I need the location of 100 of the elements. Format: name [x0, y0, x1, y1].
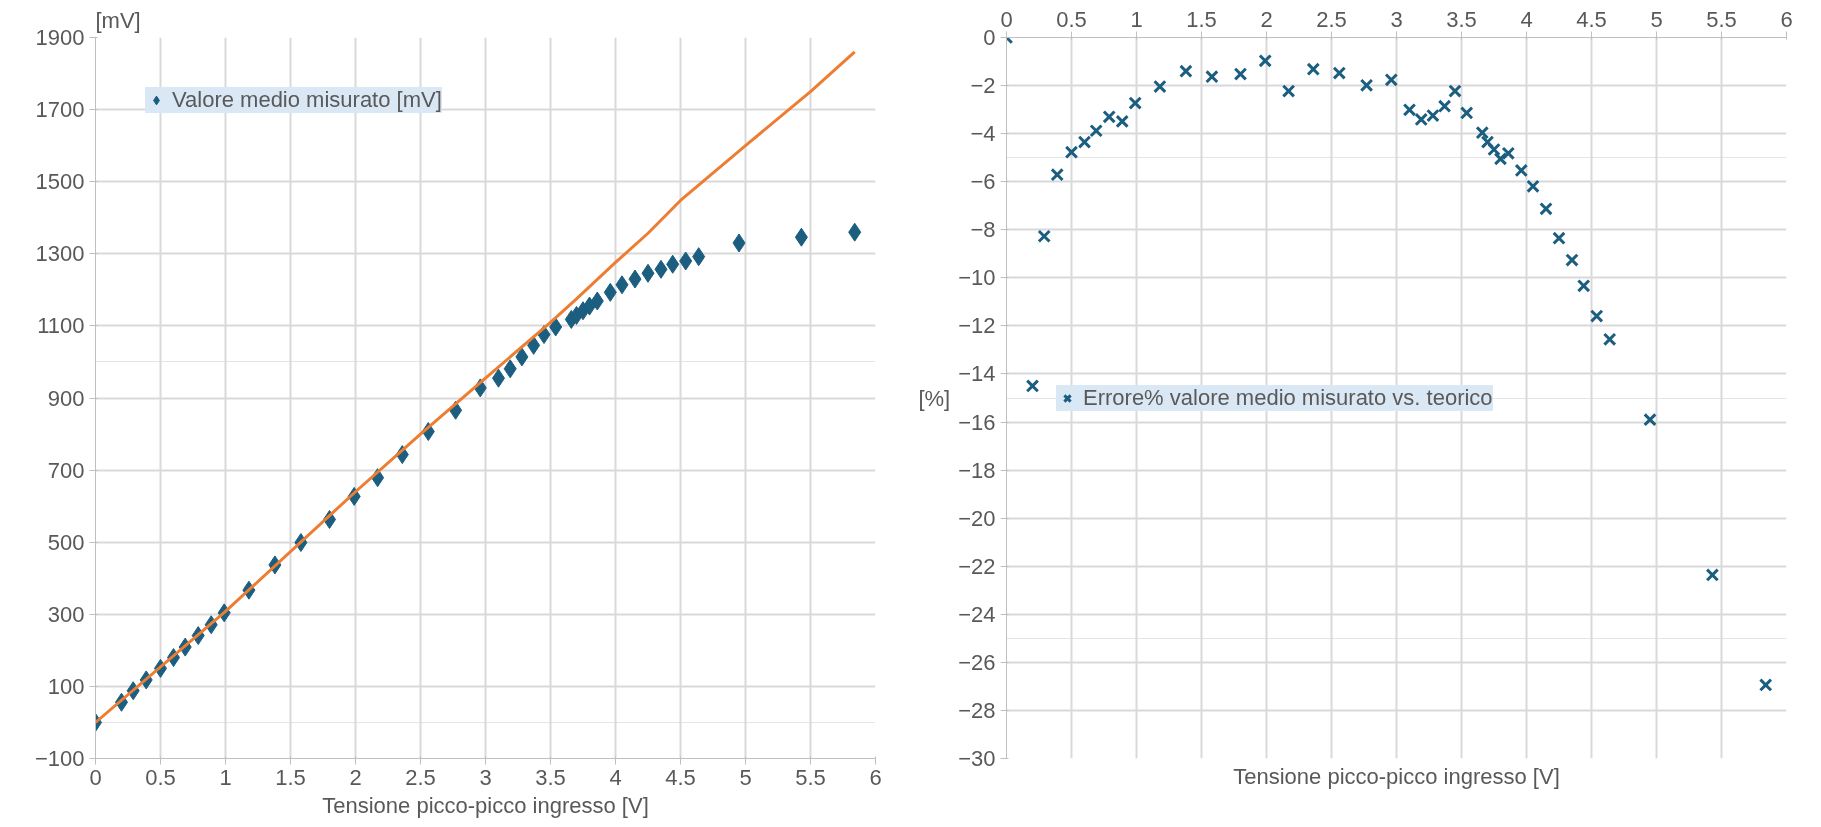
- y-tick-label: 1500: [35, 169, 85, 195]
- point: [1153, 79, 1167, 94]
- y-tick-label: 1300: [35, 241, 85, 267]
- y-tick-label: −100: [34, 746, 85, 771]
- x-tick-label: 1.5: [275, 764, 306, 790]
- point: [1475, 125, 1490, 140]
- x-tick-label: 4: [609, 764, 622, 790]
- y-tick-label: 300: [47, 601, 85, 627]
- x-tick-label: 0.5: [1056, 6, 1087, 32]
- y-tick-label: −24: [958, 601, 996, 627]
- point: [1233, 67, 1248, 81]
- point: [1128, 96, 1142, 110]
- y-tick-label: −22: [958, 553, 996, 579]
- point: [1050, 167, 1064, 182]
- point: [1487, 142, 1501, 157]
- y-tick-label: 100: [47, 673, 85, 699]
- x-tick-label: 1.5: [1186, 6, 1217, 32]
- y-tick-label: −16: [958, 409, 996, 435]
- point: [1448, 84, 1462, 98]
- point: [1459, 106, 1474, 120]
- point: [794, 227, 808, 247]
- point: [1514, 163, 1529, 178]
- x-tick-label: 3: [1390, 6, 1403, 32]
- y-tick-label: 1100: [37, 313, 85, 339]
- y-tick-label: −30: [958, 746, 996, 771]
- point: [848, 222, 862, 242]
- y-tick-label: 1900: [35, 25, 85, 50]
- y-tick-label: 900: [47, 385, 85, 411]
- y-tick-label: −8: [970, 217, 996, 243]
- x-tick-label: 3.5: [1446, 6, 1477, 32]
- point: [590, 291, 604, 311]
- point: [1281, 84, 1296, 98]
- point: [1102, 110, 1116, 124]
- point: [1576, 278, 1591, 293]
- x-tick-label: 0: [1000, 6, 1013, 32]
- y-tick-label: −20: [958, 505, 996, 531]
- point: [1589, 309, 1604, 323]
- x-tick-label: 2.5: [405, 764, 436, 790]
- legend-label: Valore medio misurato [mV]: [172, 87, 442, 113]
- point: [1205, 69, 1219, 84]
- x-tick-label: 2: [349, 764, 362, 790]
- x-tick-label: 6: [1780, 6, 1793, 32]
- point: [1437, 99, 1452, 114]
- y-tick-label: −2: [970, 73, 996, 99]
- point: [1643, 412, 1657, 427]
- point: [654, 259, 668, 279]
- point: [1402, 103, 1417, 117]
- legend-label: Errore% valore medio misurato vs. teorico: [1083, 384, 1493, 411]
- x-tick-label: 5: [1650, 6, 1663, 32]
- y-tick-label: −12: [958, 313, 996, 339]
- point: [1064, 145, 1079, 159]
- x-tick-label: 3: [479, 764, 492, 790]
- x-tick-label: 5: [739, 764, 752, 790]
- point: [1501, 146, 1516, 161]
- point: [1037, 229, 1051, 244]
- point: [1359, 78, 1374, 93]
- x-tick-label: 4.5: [1576, 6, 1607, 32]
- point: [527, 335, 541, 355]
- x-tick-label: 6: [869, 764, 882, 790]
- y-axis-title: [%]: [918, 385, 951, 411]
- y-tick-label: −10: [958, 265, 996, 291]
- x-tick-label: 4.5: [665, 764, 696, 790]
- x-tick-label: 2: [1260, 6, 1273, 32]
- point: [641, 263, 655, 283]
- point: [1758, 678, 1773, 692]
- x-tick-label: 0: [89, 764, 102, 790]
- x-tick-label: 0.5: [145, 764, 176, 790]
- point: [1089, 123, 1103, 138]
- point: [1565, 253, 1579, 267]
- point: [692, 247, 706, 267]
- y-tick-label: 700: [47, 457, 85, 483]
- x-axis-title: Tensione picco-picco ingresso [V]: [322, 792, 649, 818]
- point: [1025, 379, 1040, 393]
- x-tick-label: 2.5: [1316, 6, 1347, 32]
- x-axis-title: Tensione picco-picco ingresso [V]: [1233, 763, 1560, 789]
- point: [1332, 66, 1347, 80]
- point: [1705, 568, 1720, 582]
- point: [1602, 332, 1617, 347]
- point: [1480, 135, 1495, 149]
- y-tick-label: −14: [958, 361, 996, 387]
- x-tick-label: 1: [1130, 6, 1143, 32]
- point: [1258, 54, 1272, 68]
- y-tick-label: 1700: [35, 97, 85, 123]
- y-tick-label: −18: [958, 457, 996, 483]
- point: [503, 359, 517, 379]
- point: [732, 233, 746, 253]
- point: [1384, 73, 1399, 87]
- point: [666, 254, 680, 274]
- point: [603, 282, 617, 302]
- point: [1552, 231, 1566, 245]
- point: [628, 269, 642, 289]
- point: [515, 347, 529, 367]
- point: [549, 317, 563, 337]
- point: [1077, 135, 1092, 149]
- point: [615, 275, 629, 295]
- point: [1539, 202, 1553, 216]
- y-tick-label: −4: [970, 121, 996, 147]
- point: [1115, 114, 1129, 129]
- y-tick-label: −26: [958, 649, 996, 675]
- point: [1493, 152, 1508, 166]
